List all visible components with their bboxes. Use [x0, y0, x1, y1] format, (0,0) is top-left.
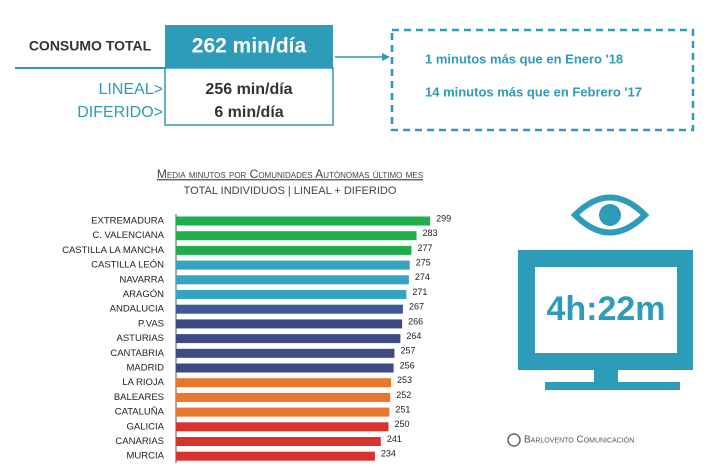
chart-subtitle: TOTAL INDIVIDUOS | LINEAL + DIFERIDO: [184, 185, 397, 197]
bar: [176, 319, 403, 329]
category-label: P.VAS: [138, 318, 164, 329]
category-label: CATALUÑA: [115, 407, 165, 418]
category-label: ASTURIAS: [116, 333, 164, 344]
comparison: 1 minutos más que en Enero '18: [425, 51, 623, 66]
value-label: 251: [395, 404, 410, 414]
lineal-label: LINEAL>: [99, 81, 163, 98]
category-label: C. VALENCIANA: [92, 230, 164, 241]
bar: [176, 392, 391, 402]
footer-brand: Barlovento Comunicación: [524, 435, 634, 446]
monitor-time: 4h:22m: [546, 290, 665, 328]
total-box: [165, 25, 333, 68]
category-label: CANTABRIA: [110, 348, 164, 359]
category-label: ANDALUCIA: [110, 304, 165, 315]
value-label: 267: [409, 302, 424, 312]
monitor-stand: [545, 382, 680, 390]
category-label: CASTILLA LEÓN: [91, 260, 164, 271]
category-label: LA RIOJA: [122, 377, 164, 388]
bar: [176, 363, 394, 373]
value-label: 275: [416, 257, 431, 267]
bar: [176, 378, 392, 388]
bar: [176, 290, 407, 299]
category-label: GALICIA: [127, 421, 165, 432]
category-label: CANARIAS: [115, 436, 164, 447]
bar: [176, 275, 409, 285]
arrow-head: [382, 53, 390, 61]
value-label: 271: [412, 287, 427, 297]
monitor-neck: [594, 370, 618, 382]
value-label: 274: [415, 272, 430, 282]
value-label: 253: [397, 375, 412, 385]
bar: [176, 245, 412, 255]
bar: [176, 216, 431, 226]
chart-title: Media minutos por Comunidades Autónomas …: [157, 167, 423, 181]
value-label: 234: [381, 449, 396, 459]
value-label: 277: [417, 243, 432, 253]
bar: [176, 334, 401, 344]
value-label: 283: [423, 228, 438, 238]
category-label: EXTREMADURA: [91, 216, 165, 227]
category-label: NAVARRA: [119, 274, 164, 285]
bar: [176, 304, 403, 314]
bar: [176, 451, 375, 461]
category-label: MURCIA: [127, 451, 165, 462]
value-label: 266: [408, 316, 423, 326]
bar: [176, 422, 389, 432]
value-label: 257: [400, 346, 415, 356]
bar: [176, 260, 410, 270]
diferido-value: 6 min/día: [214, 104, 283, 121]
category-label: MADRID: [127, 363, 165, 374]
screen: [535, 267, 677, 353]
value-label: 299: [436, 213, 451, 223]
detail-box: [164, 67, 334, 126]
eye-icon: [570, 194, 650, 236]
value-label: 250: [395, 419, 410, 429]
total-value: 262 min/día: [192, 35, 307, 58]
value-label: 264: [406, 331, 421, 341]
value-label: 256: [400, 360, 415, 370]
bar: [176, 231, 417, 241]
comparison-box: [390, 28, 695, 132]
lineal-value: 256 min/día: [205, 81, 292, 98]
total-label: CONSUMO TOTAL: [29, 38, 152, 54]
category-label: ARAGÓN: [123, 289, 164, 300]
value-label: 252: [396, 390, 411, 400]
bar: [176, 407, 390, 417]
diferido-label: DIFERIDO>: [77, 104, 163, 121]
bar: [176, 437, 381, 446]
category-label: BALEARES: [114, 392, 164, 403]
comparison: 14 minutos más que en Febrero '17: [425, 84, 642, 99]
logo: [507, 433, 521, 447]
category-label: CASTILLA LA MANCHA: [62, 245, 165, 256]
value-label: 241: [387, 434, 402, 444]
bar: [176, 348, 395, 358]
